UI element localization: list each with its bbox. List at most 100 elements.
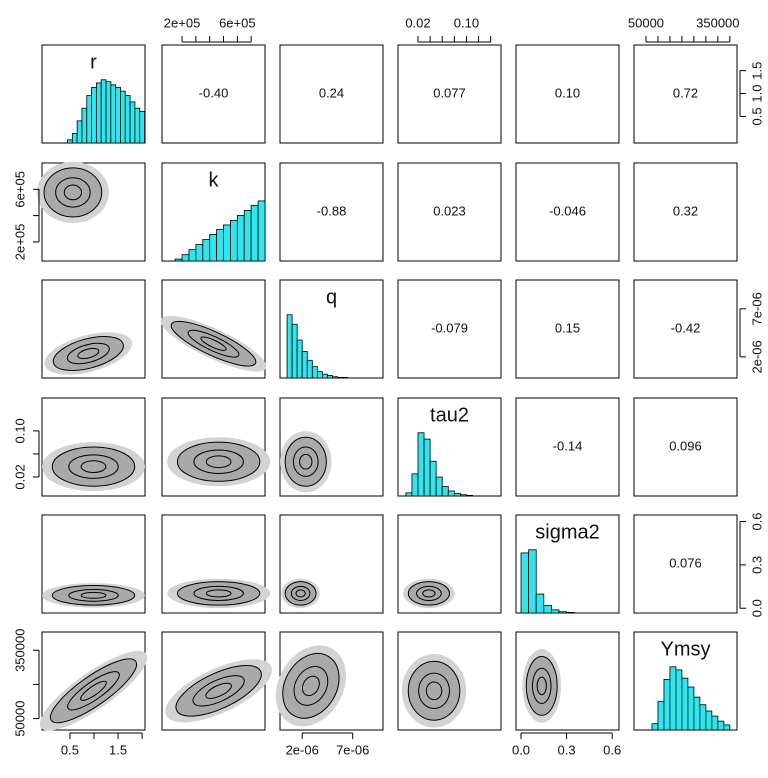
histogram-bar bbox=[699, 704, 707, 731]
histogram-bar bbox=[550, 609, 560, 614]
histogram-bar bbox=[311, 366, 318, 379]
panel-frame bbox=[633, 514, 738, 614]
point-cloud bbox=[282, 653, 340, 719]
correlation-label: -0.046 bbox=[549, 203, 586, 218]
panel-frame bbox=[515, 162, 620, 262]
y-tick-label: 0.6 bbox=[749, 512, 764, 530]
histogram-bar bbox=[558, 611, 567, 614]
histogram-bar bbox=[296, 339, 303, 379]
histogram-bar bbox=[657, 701, 665, 731]
contour bbox=[536, 676, 547, 696]
point-cloud bbox=[284, 436, 327, 487]
panel-frame bbox=[397, 514, 502, 614]
variable-name: tau2 bbox=[430, 404, 469, 426]
y-tick-label: 0.3 bbox=[749, 556, 764, 574]
histogram-bar bbox=[705, 710, 713, 731]
x-tick-label: 0.0 bbox=[512, 742, 530, 757]
histogram-bar bbox=[110, 84, 117, 144]
x-tick-label: 2e+05 bbox=[164, 15, 201, 30]
panel-frame bbox=[397, 279, 502, 379]
histogram-bar bbox=[566, 611, 575, 614]
panel-frame bbox=[161, 279, 266, 379]
y-tick-label: 1.5 bbox=[749, 62, 764, 80]
contour bbox=[531, 667, 552, 705]
point-cloud bbox=[170, 320, 257, 367]
contour bbox=[299, 453, 313, 470]
correlation-label: 0.077 bbox=[433, 85, 466, 100]
histogram-bar bbox=[301, 351, 308, 379]
histogram-bar bbox=[100, 79, 107, 144]
correlation-label: 0.32 bbox=[673, 203, 698, 218]
y-tick-label: 0.10 bbox=[12, 418, 27, 443]
y-tick-label: 0.5 bbox=[749, 107, 764, 125]
histogram-bar bbox=[115, 86, 121, 144]
contour bbox=[205, 589, 232, 598]
panel-frame bbox=[41, 279, 146, 379]
correlation-label: 0.72 bbox=[673, 85, 698, 100]
histogram-bar bbox=[67, 139, 73, 144]
panel-frame bbox=[397, 162, 502, 262]
x-tick-label: 6e+05 bbox=[219, 15, 256, 30]
x-tick-label: 0.02 bbox=[405, 15, 430, 30]
panel-frame bbox=[633, 162, 738, 262]
histogram-bar bbox=[669, 666, 677, 731]
x-tick-label: 0.5 bbox=[61, 742, 79, 757]
histogram-bar bbox=[528, 549, 537, 614]
histogram-bar bbox=[291, 323, 298, 379]
contour bbox=[193, 585, 244, 601]
x-tick-label: 0.3 bbox=[558, 742, 576, 757]
histogram-bar bbox=[91, 86, 97, 144]
contour bbox=[292, 446, 319, 477]
point-cloud bbox=[407, 660, 461, 721]
histogram-bar bbox=[651, 723, 659, 731]
correlation-label: 0.24 bbox=[319, 85, 344, 100]
contour bbox=[68, 454, 119, 479]
contour bbox=[293, 665, 329, 706]
histogram-bar bbox=[188, 249, 197, 262]
histogram-bar bbox=[71, 133, 78, 144]
panel-frame bbox=[161, 397, 266, 497]
x-tick-label: 7e-06 bbox=[336, 742, 369, 757]
histogram-bar bbox=[342, 376, 349, 379]
histogram-bar bbox=[405, 492, 413, 497]
histogram-bar bbox=[195, 244, 204, 262]
histogram-bar bbox=[120, 90, 126, 144]
correlation-label: 0.023 bbox=[433, 203, 466, 218]
histogram-bar bbox=[306, 359, 313, 379]
contour bbox=[193, 449, 244, 474]
histogram-bar bbox=[81, 107, 88, 144]
variable-name: Ymsy bbox=[661, 638, 711, 660]
histogram-bar bbox=[250, 204, 259, 262]
histogram-bar bbox=[687, 686, 695, 731]
histogram-bar bbox=[681, 677, 689, 731]
x-tick-label: 350000 bbox=[696, 15, 739, 30]
contour bbox=[418, 672, 450, 709]
x-tick-label: 50000 bbox=[628, 15, 664, 30]
panel-frame bbox=[633, 397, 738, 497]
panel-frame bbox=[279, 162, 384, 262]
histogram-bar bbox=[216, 228, 224, 262]
contour bbox=[425, 681, 443, 701]
point-cloud bbox=[43, 167, 103, 218]
histogram-bar bbox=[337, 376, 344, 379]
y-tick-label: 6e+05 bbox=[12, 171, 27, 208]
y-tick-label: 1.0 bbox=[749, 85, 764, 103]
panel-frame bbox=[279, 514, 384, 614]
y-tick-label: 2e+05 bbox=[12, 224, 27, 261]
histogram-bar bbox=[105, 81, 112, 144]
contour bbox=[80, 460, 107, 473]
point-cloud bbox=[175, 665, 262, 717]
panel-frame bbox=[279, 44, 384, 144]
x-tick-label: 1.5 bbox=[109, 742, 127, 757]
point-cloud bbox=[407, 581, 450, 606]
correlation-label: 0.096 bbox=[669, 438, 702, 453]
x-tick-label: 0.10 bbox=[454, 15, 479, 30]
histogram-bar bbox=[129, 101, 136, 144]
histogram-bar bbox=[322, 373, 328, 379]
correlation-label: -0.88 bbox=[317, 203, 347, 218]
panel-frame bbox=[41, 631, 146, 731]
contour bbox=[205, 682, 232, 699]
panel-frame bbox=[279, 397, 384, 497]
correlation-label: -0.079 bbox=[431, 320, 468, 335]
panel-frame bbox=[515, 44, 620, 144]
